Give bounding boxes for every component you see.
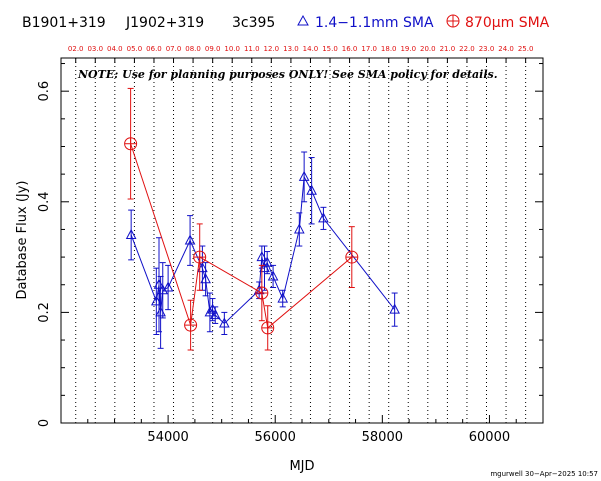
data-point [219, 317, 230, 328]
data-point [261, 321, 275, 335]
error-bar [320, 206, 327, 230]
error-bar [187, 215, 194, 266]
data-point [125, 228, 137, 239]
legend-blue: 1.4−1.1mm SMA [297, 14, 434, 31]
data-point [157, 284, 169, 295]
top-axis-label: 23.0 [479, 45, 495, 53]
data-point [209, 309, 221, 320]
error-bar [209, 298, 216, 322]
source-name-2: J1902+319 [125, 15, 204, 31]
top-axis-label: 06.0 [146, 45, 162, 53]
top-axis-label: 14.0 [303, 45, 319, 53]
data-point [293, 223, 305, 234]
error-bar [206, 292, 213, 333]
top-axis-label: 24.0 [498, 45, 514, 53]
year-gridlines [75, 58, 527, 423]
top-axis-label: 08.0 [185, 45, 201, 53]
top-axis-label: 07.0 [166, 45, 182, 53]
data-point [277, 292, 289, 303]
error-bar [270, 264, 277, 289]
y-axis-label: Database Flux (Jy) [15, 181, 30, 300]
top-axis-label: 19.0 [400, 45, 416, 53]
data-point [200, 273, 211, 284]
series-2 [124, 87, 359, 351]
top-axis-label: 22.0 [459, 45, 475, 53]
y-axis: 0 0.2 0.4 0.6 [37, 63, 543, 427]
top-axis: 02.0 03.0 04.0 05.0 06.0 07.0 08.0 09.0 10.0 11.0… [68, 45, 534, 63]
error-bar [221, 311, 228, 336]
source-name-3: 3c395 [232, 15, 275, 31]
error-bar [159, 262, 166, 319]
top-axis-label: 12.0 [264, 45, 280, 53]
x-axis-label: MJD [289, 459, 314, 474]
top-axis-label: 10.0 [224, 45, 240, 53]
top-axis-label: 13.0 [283, 45, 299, 53]
series-layer [124, 87, 400, 351]
legend-red: 870μm SMA [446, 14, 550, 31]
data-point [345, 250, 359, 264]
top-axis-label: 05.0 [127, 45, 143, 53]
data-point [162, 281, 174, 292]
error-bar [261, 245, 268, 291]
legend-red-label: 870μm SMA [465, 15, 550, 31]
y-tick-label: 0.4 [37, 191, 52, 212]
x-tick-label: 54000 [147, 430, 188, 445]
data-point [184, 234, 196, 245]
x-tick-label: 58000 [362, 430, 403, 445]
legend-blue-label: 1.4−1.1mm SMA [315, 15, 434, 31]
top-axis-label: 18.0 [381, 45, 397, 53]
top-axis-label: 20.0 [420, 45, 436, 53]
top-axis-label: 17.0 [361, 45, 377, 53]
data-point [389, 303, 400, 314]
data-point [261, 256, 273, 267]
x-tick-label: 60000 [469, 430, 510, 445]
data-point [318, 212, 329, 223]
top-axis-label: 11.0 [244, 45, 260, 53]
top-axis-label: 02.0 [68, 45, 84, 53]
data-point [184, 318, 198, 332]
y-tick-label: 0.6 [37, 81, 52, 102]
error-bar [202, 262, 209, 297]
x-axis: 54000 56000 58000 60000 [60, 415, 544, 445]
credit-text: mgurwell 30−Apr−2025 10:57 [490, 470, 598, 478]
data-point [255, 286, 269, 300]
planning-note: NOTE: Use for planning purposes ONLY! Se… [77, 68, 498, 81]
y-tick-label: 0.2 [37, 302, 52, 323]
y-tick-label: 0 [37, 419, 52, 427]
error-bar [391, 292, 398, 327]
top-axis-label: 04.0 [107, 45, 123, 53]
series-line [130, 143, 353, 329]
error-bar [165, 264, 172, 311]
data-point [267, 270, 279, 281]
error-bar [153, 267, 160, 336]
top-axis-label: 25.0 [518, 45, 534, 53]
source-name-1: B1901+319 [22, 15, 106, 31]
series-1 [125, 151, 400, 349]
top-axis-label: 21.0 [440, 45, 456, 53]
data-point [193, 250, 207, 264]
data-point [153, 278, 165, 289]
top-axis-label: 09.0 [205, 45, 221, 53]
error-bar [264, 251, 271, 275]
legend-triangle-marker [297, 14, 309, 26]
error-bar [308, 157, 315, 225]
top-axis-label: 16.0 [342, 45, 358, 53]
top-axis-label: 15.0 [322, 45, 338, 53]
error-bar [128, 209, 135, 261]
top-axis-label: 03.0 [87, 45, 103, 53]
error-bar [301, 151, 308, 203]
data-point [298, 170, 310, 181]
error-bar [296, 212, 303, 247]
x-tick-label: 56000 [255, 430, 296, 445]
data-point [306, 184, 317, 195]
data-point [124, 137, 138, 151]
